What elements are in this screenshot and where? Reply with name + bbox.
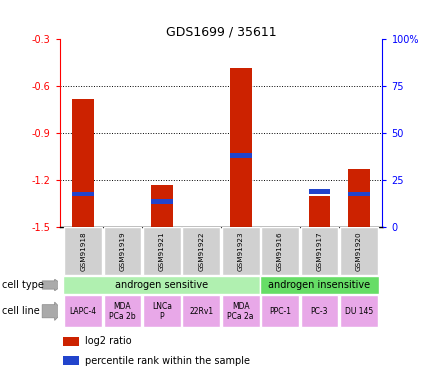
Text: GSM91917: GSM91917 xyxy=(317,231,323,271)
Text: PPC-1: PPC-1 xyxy=(269,307,291,316)
Text: GSM91923: GSM91923 xyxy=(238,231,244,271)
Bar xyxy=(182,295,220,327)
Text: GSM91918: GSM91918 xyxy=(80,231,86,271)
Text: GSM91916: GSM91916 xyxy=(277,231,283,271)
Bar xyxy=(300,295,338,327)
Bar xyxy=(309,196,330,227)
Bar xyxy=(182,227,220,275)
Bar xyxy=(309,189,330,194)
Bar xyxy=(63,356,79,365)
FancyArrow shape xyxy=(42,279,64,291)
Text: cell type: cell type xyxy=(2,280,44,290)
Text: DU 145: DU 145 xyxy=(345,307,373,316)
Bar xyxy=(340,295,378,327)
Bar xyxy=(104,295,142,327)
Bar xyxy=(63,276,261,294)
Title: GDS1699 / 35611: GDS1699 / 35611 xyxy=(166,25,276,38)
Text: LNCa
P: LNCa P xyxy=(152,302,172,321)
Bar xyxy=(261,295,299,327)
Text: GSM91919: GSM91919 xyxy=(119,231,125,271)
Text: MDA
PCa 2b: MDA PCa 2b xyxy=(109,302,136,321)
Bar xyxy=(72,192,94,196)
Text: androgen insensitive: androgen insensitive xyxy=(269,280,371,290)
Text: PC-3: PC-3 xyxy=(311,307,328,316)
Bar xyxy=(261,276,379,294)
Bar xyxy=(230,153,252,158)
Text: percentile rank within the sample: percentile rank within the sample xyxy=(85,356,250,366)
Text: androgen sensitive: androgen sensitive xyxy=(115,280,209,290)
Bar xyxy=(143,295,181,327)
Bar xyxy=(104,227,142,275)
Text: MDA
PCa 2a: MDA PCa 2a xyxy=(227,302,254,321)
Bar xyxy=(348,169,370,227)
Bar xyxy=(64,295,102,327)
Bar xyxy=(143,227,181,275)
Bar xyxy=(72,99,94,227)
Bar xyxy=(348,192,370,196)
Bar xyxy=(300,227,338,275)
Text: GSM91920: GSM91920 xyxy=(356,231,362,271)
Bar xyxy=(63,337,79,346)
Bar xyxy=(222,295,260,327)
Text: LAPC-4: LAPC-4 xyxy=(70,307,97,316)
Bar xyxy=(230,68,252,227)
Text: 22Rv1: 22Rv1 xyxy=(189,307,213,316)
Bar xyxy=(151,185,173,227)
Bar xyxy=(64,227,102,275)
Bar xyxy=(222,227,260,275)
FancyArrow shape xyxy=(42,302,64,320)
Bar xyxy=(151,199,173,204)
Text: GSM91921: GSM91921 xyxy=(159,231,165,271)
Text: cell line: cell line xyxy=(2,306,40,316)
Bar xyxy=(340,227,378,275)
Bar xyxy=(261,227,299,275)
Text: GSM91922: GSM91922 xyxy=(198,231,204,271)
Text: log2 ratio: log2 ratio xyxy=(85,336,132,346)
